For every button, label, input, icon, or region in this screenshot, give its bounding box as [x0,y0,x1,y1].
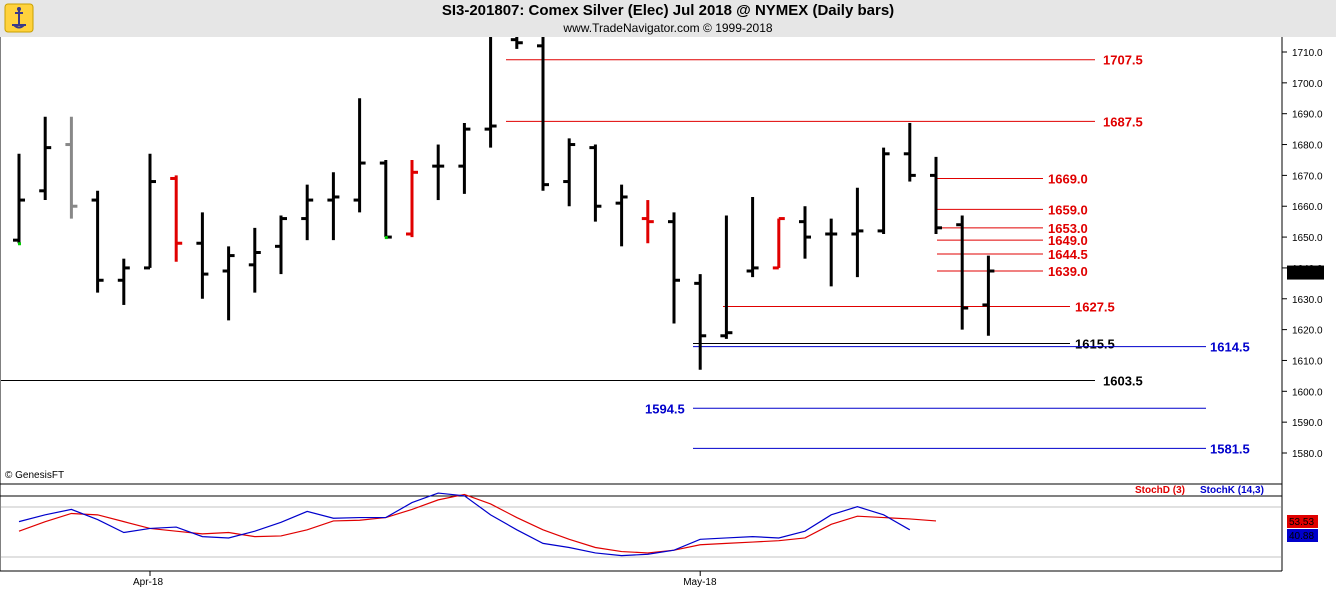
y-tick-label: 1610.0 [1292,356,1323,367]
level-label: 1644.5 [1048,247,1088,262]
level-label: 1627.5 [1075,299,1115,314]
chart-title: SI3-201807: Comex Silver (Elec) Jul 2018… [441,2,895,19]
y-tick-label: 1600.0 [1292,387,1323,398]
y-tick-label: 1650.0 [1292,233,1323,244]
level-label: 1669.0 [1048,171,1088,186]
osc-value-tag [1287,529,1318,542]
osc-legend-label: StochD (3) [1135,485,1185,496]
stochastic-panel: StochD (3) 53.53 StochK (14,3) 40.88 [0,485,1318,558]
osc-value-tag [1287,515,1318,528]
level-lines: 1707.5 1687.5 1669.0 1659.0 1653.01649.01644… [1,53,1250,456]
y-tick-label: 1690.0 [1292,110,1323,121]
y-tick-label: 1670.0 [1292,171,1323,182]
price-bars [13,37,995,370]
level-label: 1649.0 [1048,233,1088,248]
price-panel-frame [0,37,1283,572]
level-label: 1707.5 [1103,53,1143,68]
trade-navigator-logo-icon [4,3,34,33]
title-bar: SI3-201807: Comex Silver (Elec) Jul 2018… [0,0,1336,37]
y-tick-label: 1630.0 [1292,295,1323,306]
price-axis: 1580.01590.01600.01610.01620.01630.01640… [1282,48,1324,460]
y-tick-label: 1710.0 [1292,48,1323,59]
y-tick-label: 1590.0 [1292,418,1323,429]
level-label: 1614.5 [1210,340,1250,355]
level-label: 1639.0 [1048,264,1088,279]
marker-dot [384,236,388,240]
y-tick-label: 1700.0 [1292,79,1323,90]
last-price-tag [1287,265,1324,280]
marker-dot [18,242,21,246]
y-tick-label: 1620.0 [1292,326,1323,337]
x-tick-label: Apr-18 [133,577,163,588]
y-tick-label: 1680.0 [1292,141,1323,152]
level-label: 1594.5 [645,401,685,416]
y-tick-label: 1660.0 [1292,202,1323,213]
osc-legend-label: StochK (14,3) [1200,485,1264,496]
y-tick-label: 1580.0 [1292,449,1323,460]
x-tick-label: May-18 [683,577,717,588]
level-label: 1581.5 [1210,441,1250,456]
level-label: 1615.5 [1075,336,1115,351]
date-axis: Apr-18 May-18 [133,571,717,588]
osc-value-label: 53.53 [1289,517,1314,528]
level-label: 1659.0 [1048,202,1088,217]
osc-line-blue [18,492,911,557]
copyright-label: © GenesisFT [5,470,64,481]
osc-line-red [18,493,937,554]
level-label: 1653.0 [1048,221,1088,236]
level-label: 1687.5 [1103,114,1143,129]
chart-subtitle: www.TradeNavigator.com © 1999-2018 [563,21,773,35]
last-price-label: 1638.5 [1290,269,1321,280]
level-label: 1603.5 [1103,374,1143,389]
osc-value-label: 40.88 [1289,531,1314,542]
